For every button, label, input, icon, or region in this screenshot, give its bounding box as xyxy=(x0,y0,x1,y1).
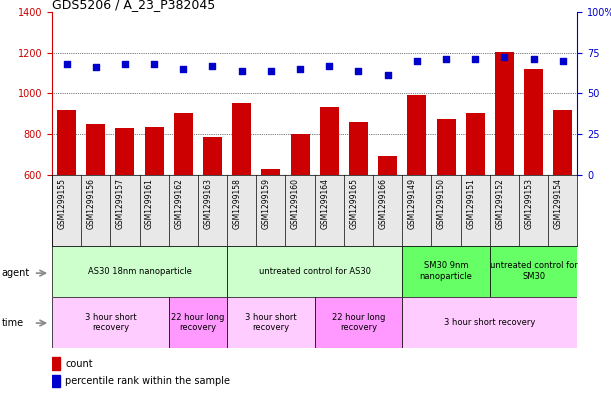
Point xyxy=(324,62,334,69)
Bar xyxy=(227,246,402,297)
Bar xyxy=(378,156,397,175)
Text: GDS5206 / A_23_P382045: GDS5206 / A_23_P382045 xyxy=(52,0,215,11)
Point xyxy=(237,67,247,73)
Bar xyxy=(115,129,134,175)
Text: count: count xyxy=(65,358,93,369)
Bar xyxy=(291,134,310,175)
Text: 22 hour long
recovery: 22 hour long recovery xyxy=(332,312,385,332)
Point xyxy=(382,72,392,79)
Text: SM30 9nm
nanoparticle: SM30 9nm nanoparticle xyxy=(420,261,472,281)
Point xyxy=(558,57,568,64)
Text: GSM1299160: GSM1299160 xyxy=(291,178,300,230)
Point xyxy=(91,64,101,70)
Bar xyxy=(402,246,490,297)
Point xyxy=(62,61,71,67)
Text: GSM1299158: GSM1299158 xyxy=(233,178,242,229)
Text: GSM1299155: GSM1299155 xyxy=(57,178,67,230)
Point xyxy=(354,67,364,73)
Bar xyxy=(315,297,402,348)
Text: GSM1299161: GSM1299161 xyxy=(145,178,154,229)
Point xyxy=(412,57,422,64)
Text: GSM1299156: GSM1299156 xyxy=(87,178,96,230)
Text: GSM1299157: GSM1299157 xyxy=(116,178,125,230)
Text: untreated control for AS30: untreated control for AS30 xyxy=(258,267,371,275)
Text: GSM1299153: GSM1299153 xyxy=(525,178,533,230)
Text: GSM1299164: GSM1299164 xyxy=(320,178,329,230)
Bar xyxy=(52,357,60,369)
Bar xyxy=(495,51,514,175)
Bar xyxy=(524,69,543,175)
Bar xyxy=(349,122,368,175)
Text: GSM1299162: GSM1299162 xyxy=(174,178,183,229)
Text: 3 hour short
recovery: 3 hour short recovery xyxy=(84,312,136,332)
Bar xyxy=(320,107,338,175)
Text: GSM1299152: GSM1299152 xyxy=(496,178,505,229)
Point xyxy=(149,61,159,67)
Text: GSM1299163: GSM1299163 xyxy=(203,178,213,230)
Point xyxy=(120,61,130,67)
Bar xyxy=(232,103,251,175)
Text: untreated control for
SM30: untreated control for SM30 xyxy=(490,261,577,281)
Bar xyxy=(466,113,485,175)
Bar xyxy=(402,297,577,348)
Text: GSM1299159: GSM1299159 xyxy=(262,178,271,230)
Point xyxy=(441,56,451,62)
Bar xyxy=(86,124,105,175)
Bar xyxy=(52,246,227,297)
Bar xyxy=(227,297,315,348)
Text: 3 hour short
recovery: 3 hour short recovery xyxy=(245,312,297,332)
Text: 3 hour short recovery: 3 hour short recovery xyxy=(444,318,535,327)
Bar xyxy=(57,110,76,175)
Text: GSM1299166: GSM1299166 xyxy=(379,178,387,230)
Text: GSM1299149: GSM1299149 xyxy=(408,178,417,230)
Point xyxy=(208,62,218,69)
Point xyxy=(529,56,538,62)
Bar xyxy=(52,297,169,348)
Text: GSM1299165: GSM1299165 xyxy=(349,178,359,230)
Text: GSM1299151: GSM1299151 xyxy=(466,178,475,229)
Bar xyxy=(262,169,280,175)
Bar xyxy=(145,127,164,175)
Text: percentile rank within the sample: percentile rank within the sample xyxy=(65,376,230,386)
Bar xyxy=(436,119,456,175)
Text: time: time xyxy=(2,318,24,328)
Text: agent: agent xyxy=(2,268,30,278)
Point xyxy=(295,66,305,72)
Bar xyxy=(52,375,60,387)
Text: 22 hour long
recovery: 22 hour long recovery xyxy=(171,312,225,332)
Bar xyxy=(174,113,193,175)
Text: GSM1299154: GSM1299154 xyxy=(554,178,563,230)
Point xyxy=(266,67,276,73)
Point xyxy=(500,54,510,61)
Text: GSM1299150: GSM1299150 xyxy=(437,178,446,230)
Text: AS30 18nm nanoparticle: AS30 18nm nanoparticle xyxy=(87,267,191,275)
Point xyxy=(178,66,188,72)
Point xyxy=(470,56,480,62)
Bar xyxy=(203,137,222,175)
Bar xyxy=(490,246,577,297)
Bar xyxy=(169,297,227,348)
Bar xyxy=(408,95,426,175)
Bar xyxy=(554,110,573,175)
